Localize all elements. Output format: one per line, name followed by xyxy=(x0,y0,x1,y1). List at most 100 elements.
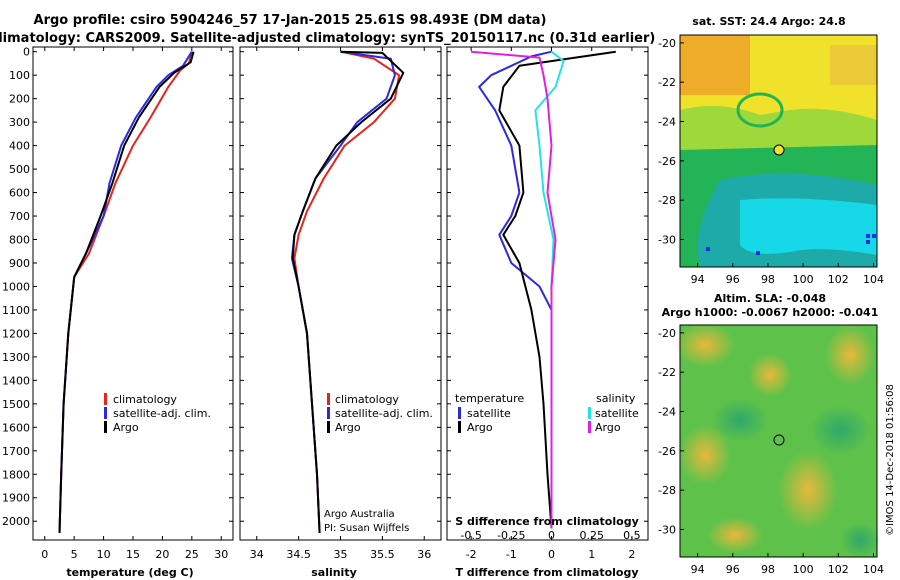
sla-high xyxy=(825,325,875,385)
map-lat-label: -22 xyxy=(658,366,676,379)
temperature-axis-label: temperature (deg C) xyxy=(66,566,193,579)
legend-swatch-argo xyxy=(104,421,107,433)
legend-swatch-argo xyxy=(327,421,330,433)
series-line-s-argo xyxy=(471,50,557,529)
legend-swatch-climatology xyxy=(104,393,107,405)
depth-tick-label: 1500 xyxy=(2,398,30,411)
depth-tick-label: 800 xyxy=(9,234,30,247)
sst-map-title: sat. SST: 24.4 Argo: 24.8 xyxy=(692,15,845,28)
x-tick-label: 34.5 xyxy=(286,548,311,561)
s-difference-ticks: -0.5 -0.25 0 0.25 0.5 xyxy=(460,529,640,542)
map-lon-label: 102 xyxy=(828,563,849,576)
figure-title-line2: Climatology: CARS2009. Satellite-adjuste… xyxy=(0,31,655,46)
difference-panel-frame xyxy=(446,46,649,541)
legend-label-climatology: climatology xyxy=(113,393,177,406)
x-tick-label: 15 xyxy=(126,548,140,561)
legend-swatch-t-argo xyxy=(458,421,461,433)
series-line-t-satellite xyxy=(478,50,553,529)
x-tick-label: 5 xyxy=(71,548,78,561)
depth-tick-label: 1100 xyxy=(2,304,30,317)
s-diff-tick-label: -0.25 xyxy=(497,529,525,542)
map-lat-label: -24 xyxy=(658,116,676,129)
x-tick-label: 1 xyxy=(588,548,595,561)
sst-marker xyxy=(706,247,710,251)
map-lon-label: 96 xyxy=(726,563,740,576)
legend-label-satellite: satellite-adj. clim. xyxy=(335,407,433,420)
sla-high xyxy=(707,517,763,553)
series-line-t-argo xyxy=(498,50,616,529)
map-lat-label: -22 xyxy=(658,76,676,89)
map-lat-label: -20 xyxy=(658,37,676,50)
legend-label-satellite: satellite-adj. clim. xyxy=(113,407,211,420)
legend-label-t-argo: Argo xyxy=(467,421,493,434)
map-lon-label: 94 xyxy=(691,273,705,286)
sst-warm-patch xyxy=(680,35,750,95)
annotation-argo-australia: Argo Australia xyxy=(324,509,395,520)
salinity-axis-label: salinity xyxy=(311,566,357,579)
depth-tick-label: 1400 xyxy=(2,374,30,387)
x-tick-label: 35.5 xyxy=(370,548,395,561)
x-tick-label: 20 xyxy=(155,548,169,561)
legend-label-t-satellite: satellite xyxy=(467,407,511,420)
depth-axis: 0 100 200 300 400 500 600 700 800 900 1000 1100 1200… xyxy=(2,46,30,529)
x-tick-label: 35 xyxy=(334,548,348,561)
legend-swatch-satellite xyxy=(104,407,107,419)
depth-tick-label: 1800 xyxy=(2,468,30,481)
legend-label-argo: Argo xyxy=(335,421,361,434)
sla-high xyxy=(675,323,735,367)
x-tick-label: -2 xyxy=(466,548,477,561)
map-lon-label: 104 xyxy=(863,563,884,576)
s-diff-tick-label: 0.5 xyxy=(623,529,641,542)
map-lat-label: -28 xyxy=(658,194,676,207)
depth-tick-label: 600 xyxy=(9,187,30,200)
salinity-legend: climatology satellite-adj. clim. Argo xyxy=(327,393,433,434)
depth-tick-label: 1600 xyxy=(2,421,30,434)
map-lat-label: -26 xyxy=(658,445,676,458)
argo-location-marker-sla xyxy=(773,434,785,446)
legend-label-s-satellite: satellite xyxy=(595,407,639,420)
x-tick-label: 10 xyxy=(97,548,111,561)
sst-map-frame xyxy=(679,34,878,268)
t-difference-axis-label: T difference from climatology xyxy=(455,566,638,579)
sla-high xyxy=(778,450,838,530)
depth-tick-label: 1300 xyxy=(2,351,30,364)
depth-tick-label: 2000 xyxy=(2,515,30,528)
salinity-panel: 34 34.5 35 35.5 36 xyxy=(240,47,441,561)
map-lat-label: -24 xyxy=(658,406,676,419)
depth-tick-label: 0 xyxy=(23,46,30,59)
x-tick-label: 36 xyxy=(417,548,431,561)
imos-credit: ©IMOS 14-Dec-2018 01:56:08 xyxy=(885,384,896,536)
sst-coolest-patch xyxy=(740,198,877,255)
x-tick-label: 25 xyxy=(185,548,199,561)
sla-high xyxy=(748,353,792,397)
map-lon-label: 100 xyxy=(793,563,814,576)
legend-label-s-argo: Argo xyxy=(595,421,621,434)
sst-marker xyxy=(866,234,870,238)
depth-tick-label: 700 xyxy=(9,210,30,223)
sla-map-ticks: 94 96 98 100 102 104 -20 -22 -24 -26 -28 -30 xyxy=(658,327,884,576)
map-lon-label: 98 xyxy=(761,563,775,576)
depth-tick-label: 1900 xyxy=(2,492,30,505)
x-tick-label: 30 xyxy=(214,548,228,561)
sla-map xyxy=(675,323,880,558)
s-diff-tick-label: 0 xyxy=(548,529,555,542)
salinity-panel-frame xyxy=(239,46,442,541)
map-lon-label: 98 xyxy=(761,273,775,286)
map-lat-label: -30 xyxy=(658,523,676,536)
sst-marker xyxy=(872,234,876,238)
sst-marker xyxy=(866,240,870,244)
depth-tick-label: 100 xyxy=(9,69,30,82)
sst-warm-patch-2 xyxy=(830,45,877,85)
map-lon-label: 94 xyxy=(691,563,705,576)
sla-low xyxy=(810,405,870,455)
depth-tick-label: 1200 xyxy=(2,327,30,340)
depth-tick-label: 200 xyxy=(9,93,30,106)
legend-swatch-s-argo xyxy=(588,421,591,433)
depth-tick-label: 300 xyxy=(9,116,30,129)
map-lon-label: 102 xyxy=(828,273,849,286)
sla-map-frame xyxy=(679,324,878,558)
sla-high xyxy=(679,425,731,485)
figure-title-line1: Argo profile: csiro 5904246_57 17-Jan-20… xyxy=(34,13,547,28)
depth-tick-label: 400 xyxy=(9,140,30,153)
map-lat-label: -28 xyxy=(658,484,676,497)
